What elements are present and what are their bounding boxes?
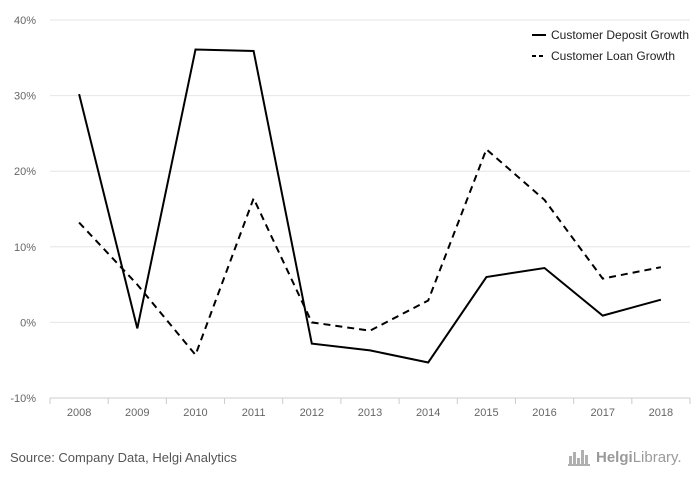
y-tick-label: 20% xyxy=(14,166,36,178)
legend-label: Customer Deposit Growth xyxy=(551,28,689,42)
x-tick-label: 2018 xyxy=(649,407,673,419)
x-tick-label: 2016 xyxy=(532,407,556,419)
helgi-library-logo: HelgiLibrary. xyxy=(568,448,682,466)
y-tick-label: 10% xyxy=(14,242,36,254)
city-skyline-icon xyxy=(568,450,590,466)
y-tick-label: 30% xyxy=(14,91,36,103)
x-tick-label: 2009 xyxy=(125,407,149,419)
series-line-deposit-growth xyxy=(78,48,662,364)
brand-name-bold: Helgi xyxy=(596,448,633,466)
brand-name-light: Library. xyxy=(632,448,682,466)
line-chart: -10% 0% 10% 20% 30% 40% 2008 2009 2010 2011 2012 20… xyxy=(10,15,691,419)
legend-label: Customer Loan Growth xyxy=(551,49,675,63)
y-tick-label: 0% xyxy=(20,317,36,329)
x-tick-label: 2008 xyxy=(67,407,91,419)
y-tick-label: 40% xyxy=(14,15,36,27)
x-tick-label: 2012 xyxy=(300,407,324,419)
x-tick-label: 2010 xyxy=(183,407,207,419)
x-tick-label: 2011 xyxy=(242,407,266,419)
x-tick-label: 2014 xyxy=(416,407,440,419)
series-line-loan-growth xyxy=(78,147,662,357)
x-tick-label: 2015 xyxy=(474,407,498,419)
x-tick-label: 2017 xyxy=(590,407,614,419)
x-tick-label: 2013 xyxy=(358,407,382,419)
y-tick-label: -10% xyxy=(10,393,36,405)
source-note: Source: Company Data, Helgi Analytics xyxy=(10,450,237,465)
